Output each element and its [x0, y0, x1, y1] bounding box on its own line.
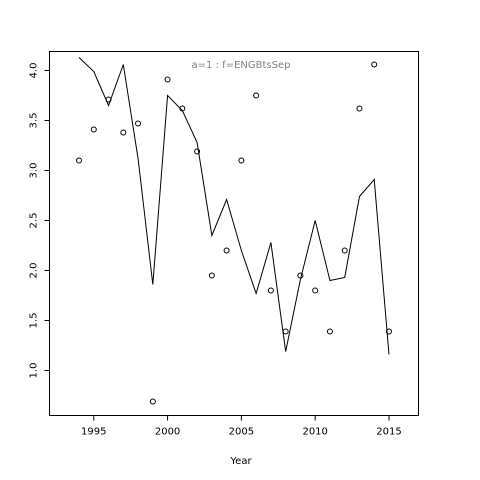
x-axis: 1995 2000 2005 2010 2015	[81, 415, 402, 438]
data-point	[120, 129, 127, 136]
y-tick-label: 4.0	[29, 63, 40, 79]
y-tick-label: 1.5	[29, 313, 40, 329]
x-tick-label: 2015	[376, 427, 401, 438]
data-point	[164, 76, 171, 83]
series-line	[78, 57, 390, 355]
data-point	[356, 105, 363, 112]
data-point	[238, 157, 245, 164]
data-point	[385, 328, 392, 335]
data-point	[341, 247, 348, 254]
y-axis: 1.0 1.5 2.0 2.5 3.0 3.5 4.0	[29, 63, 50, 379]
data-point	[105, 96, 112, 103]
data-point	[179, 105, 186, 112]
x-tick-label: 2000	[155, 427, 180, 438]
data-point	[312, 287, 319, 294]
data-point	[194, 148, 201, 155]
data-point	[297, 272, 304, 279]
data-point	[282, 328, 289, 335]
data-point	[90, 126, 97, 133]
data-point	[149, 398, 156, 405]
data-point	[135, 120, 142, 127]
data-point	[267, 287, 274, 294]
x-tick-label: 2010	[302, 427, 327, 438]
data-point	[76, 157, 83, 164]
data-point	[253, 92, 260, 99]
y-tick-label: 2.5	[29, 213, 40, 229]
y-tick-label: 3.5	[29, 113, 40, 129]
y-tick-label: 3.0	[29, 163, 40, 179]
y-tick-label: 2.0	[29, 263, 40, 279]
plot-frame	[49, 51, 419, 416]
x-axis-title: Year	[229, 456, 252, 467]
y-tick-label: 1.0	[29, 363, 40, 379]
x-tick-label: 2005	[229, 427, 254, 438]
data-point	[223, 247, 230, 254]
data-point	[326, 328, 333, 335]
data-point	[208, 272, 215, 279]
data-point	[371, 61, 378, 68]
chart-title: a=1 : f=ENGBtsSep	[192, 60, 291, 71]
x-tick-label: 1995	[81, 427, 106, 438]
series-layer	[76, 57, 392, 405]
